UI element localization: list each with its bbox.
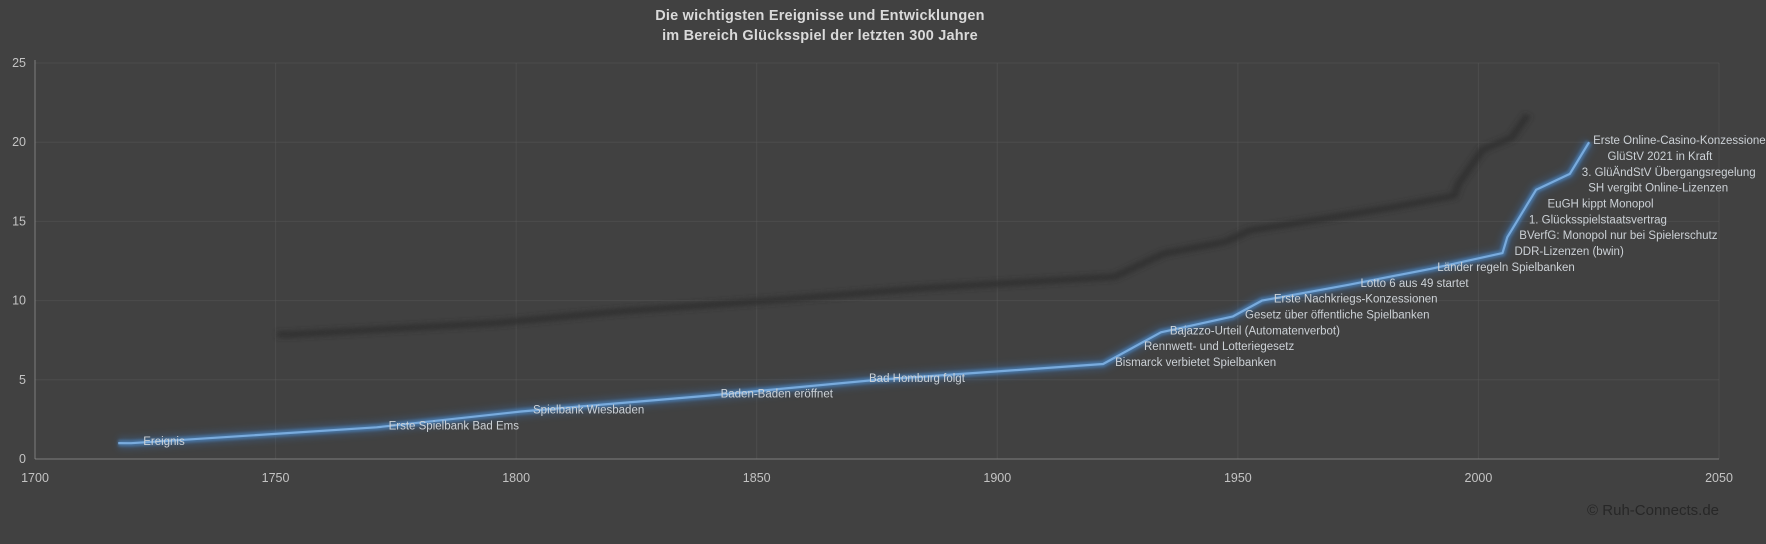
y-axis-tick-label: 10	[12, 294, 26, 308]
event-label: Bad Homburg folgt	[869, 373, 966, 385]
timeline-line	[118, 141, 1591, 445]
chart-title-line2: im Bereich Glücksspiel der letzten 300 J…	[662, 28, 978, 44]
y-axis-tick-label: 20	[12, 135, 26, 149]
event-label: GlüStV 2021 in Kraft	[1608, 151, 1714, 163]
y-axis-tick-label: 25	[12, 56, 26, 70]
timeline-shadow	[277, 113, 1532, 338]
y-axis-tick-label: 15	[12, 214, 26, 228]
event-label: EuGH kippt Monopol	[1548, 199, 1654, 211]
event-label: 3. GlüÄndStV Übergangsregelung	[1582, 167, 1756, 179]
x-axis-tick-label: 2000	[1465, 471, 1493, 485]
event-label: Erste Online-Casino-Konzessionen	[1593, 135, 1766, 147]
x-axis-tick-label: 1900	[983, 471, 1011, 485]
x-axis-tick-label: 2050	[1705, 471, 1733, 485]
event-label: Lotto 6 aus 49 startet	[1361, 278, 1470, 290]
copyright-text: © Ruh-Connects.de	[1587, 502, 1719, 519]
event-label: Erste Nachkriegs-Konzessionen	[1274, 294, 1438, 306]
event-label: Spielbank Wiesbaden	[533, 405, 644, 417]
event-label: Rennwett- und Lotteriegesetz	[1144, 341, 1294, 353]
y-axis-tick-label: 0	[19, 452, 26, 466]
x-axis-tick-label: 1750	[262, 471, 290, 485]
event-label: 1. Glücksspielstaatsvertrag	[1529, 214, 1667, 226]
event-label: BVerfG: Monopol nur bei Spielerschutz	[1519, 230, 1717, 242]
chart-title-line1: Die wichtigsten Ereignisse und Entwicklu…	[655, 8, 985, 24]
x-axis-tick-label: 1700	[21, 471, 49, 485]
x-axis-tick-label: 1950	[1224, 471, 1252, 485]
event-label: Ereignis	[143, 436, 185, 448]
event-label: DDR-Lizenzen (bwin)	[1515, 246, 1624, 258]
event-label: Baden-Baden eröffnet	[721, 389, 834, 401]
x-axis-tick-label: 1800	[502, 471, 530, 485]
event-label: Gesetz über öffentliche Spielbanken	[1245, 309, 1430, 321]
event-label: Erste Spielbank Bad Ems	[389, 420, 520, 432]
y-axis-tick-label: 5	[19, 373, 26, 387]
event-label: Bismarck verbietet Spielbanken	[1115, 357, 1276, 369]
event-label: Bajazzo-Urteil (Automatenverbot)	[1170, 325, 1340, 337]
x-axis-tick-label: 1850	[743, 471, 771, 485]
event-label: SH vergibt Online-Lizenzen	[1588, 183, 1728, 195]
chart-title: Die wichtigsten Ereignisse und Entwicklu…	[0, 6, 1640, 46]
event-label: Länder regeln Spielbanken	[1437, 262, 1574, 274]
